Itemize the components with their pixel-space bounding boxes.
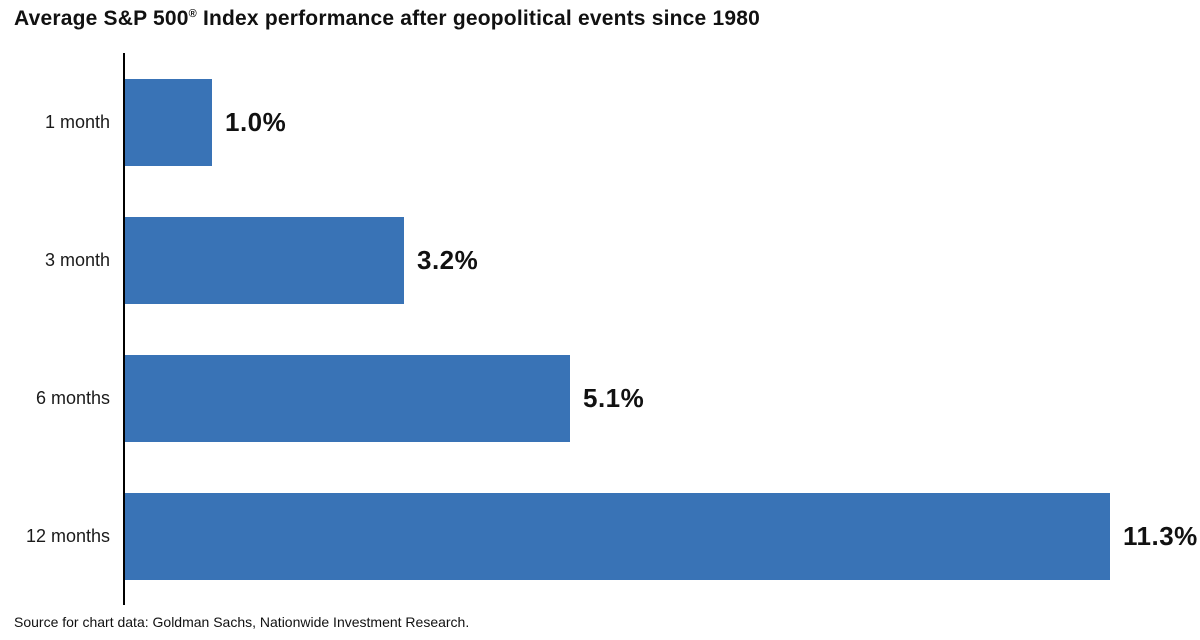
value-label: 3.2% (417, 244, 479, 275)
chart-title-text-continued: Index performance after geopolitical eve… (196, 7, 760, 30)
bar-row: 3 month 3.2% (45, 191, 1200, 329)
category-label: 12 months (25, 525, 110, 546)
bar (125, 354, 570, 442)
registered-trademark-symbol: ® (188, 8, 197, 20)
value-label: 11.3% (1123, 520, 1198, 551)
bar-row: 1 month 1.0% (45, 53, 1200, 191)
category-label: 1 month (44, 111, 110, 132)
category-label: 6 months (35, 387, 110, 408)
bar-row: 12 months 11.3% (26, 467, 1200, 605)
chart-title-text: Average S&P 500 (14, 7, 189, 30)
bar (125, 216, 404, 304)
bar-row: 6 months 5.1% (36, 329, 1200, 467)
source-note: Source for chart data: Goldman Sachs, Na… (14, 614, 470, 630)
y-axis-line (123, 53, 125, 605)
category-label: 3 month (44, 249, 110, 270)
chart-title: Average S&P 500® Index performance after… (14, 7, 760, 31)
bar (125, 78, 212, 166)
bar-chart-plot-area: 1 month 1.0% 3 month 3.2% 6 months 5.1% 12 mon… (0, 53, 1200, 605)
bar (125, 492, 1110, 580)
value-label: 1.0% (225, 106, 287, 137)
value-label: 5.1% (583, 382, 645, 413)
bar-rows: 1 month 1.0% 3 month 3.2% 6 months 5.1% 12 mon… (26, 53, 1200, 605)
